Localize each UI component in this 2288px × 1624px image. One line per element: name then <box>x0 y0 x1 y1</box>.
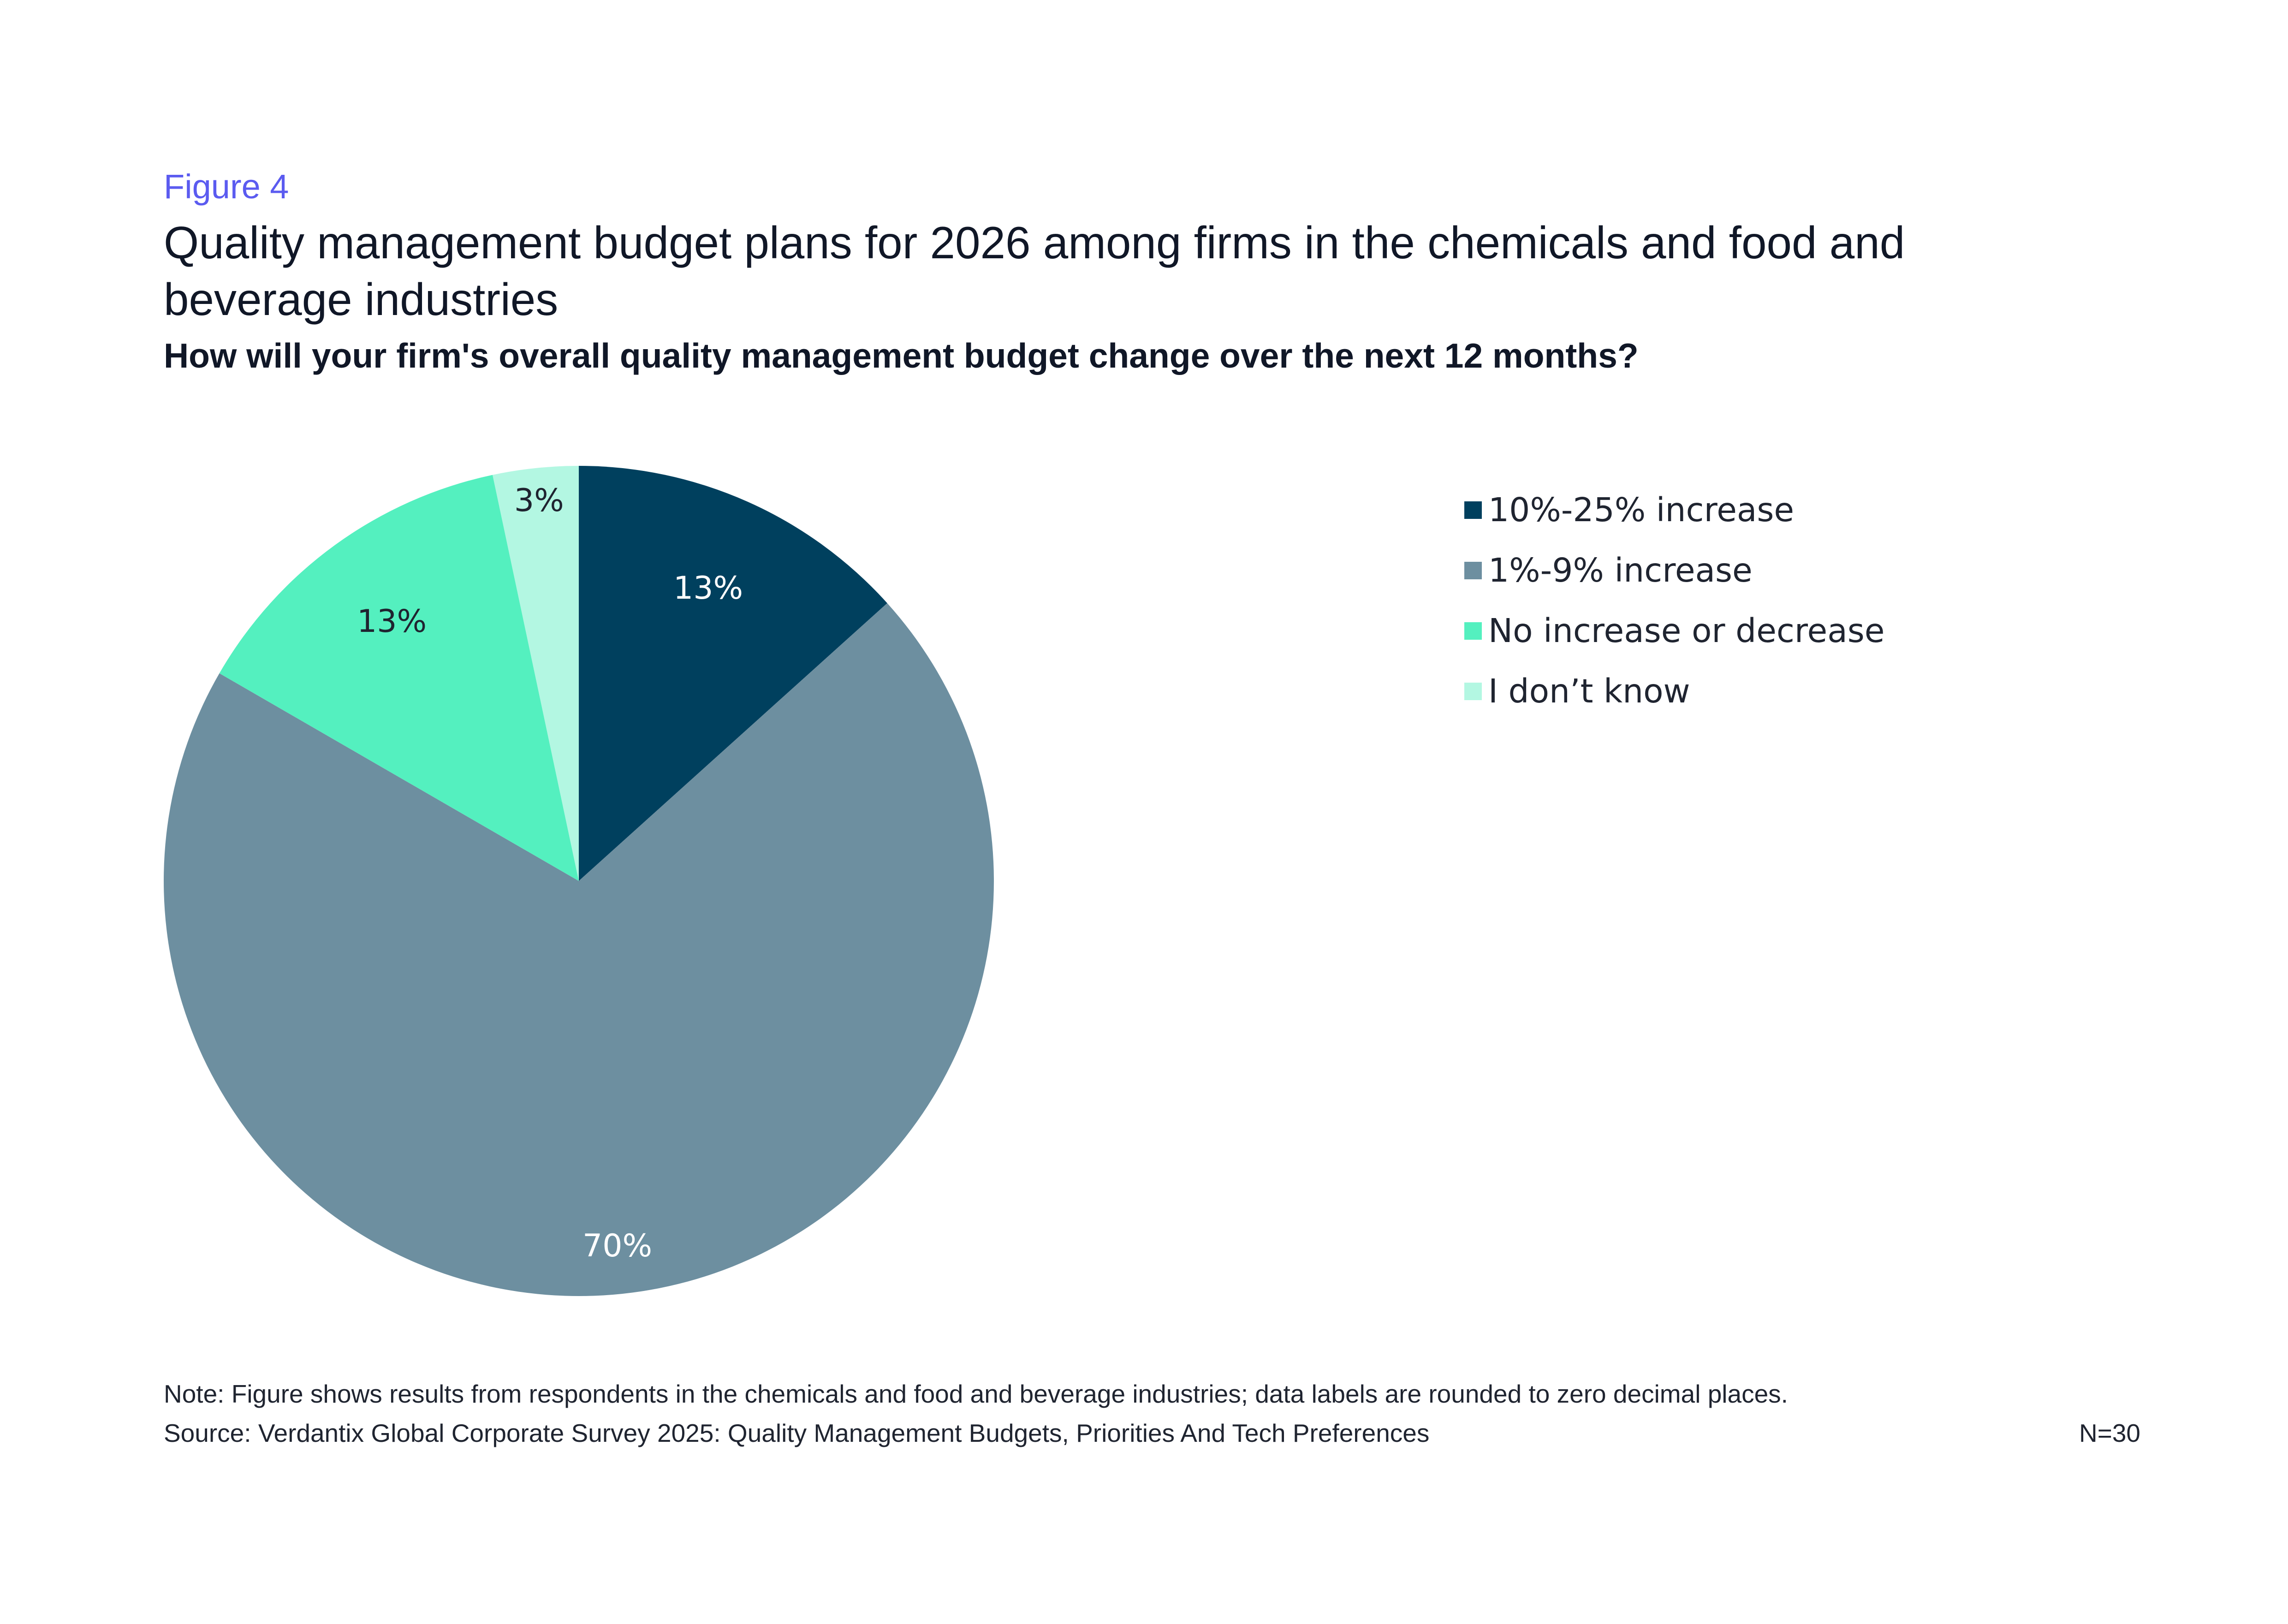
slice-no-change <box>219 475 579 881</box>
legend-swatch-icon <box>1464 501 1482 519</box>
sample-size: N=30 <box>2079 1419 2140 1447</box>
legend-item: 10%-25% increase <box>1464 480 1884 540</box>
slice-data-label: 13% <box>673 570 743 607</box>
legend-item: I don’t know <box>1464 661 1884 721</box>
slice-dont-know <box>493 466 579 881</box>
legend-label: 10%-25% increase <box>1488 491 1795 529</box>
legend-swatch-icon <box>1464 622 1482 640</box>
chart-note: Note: Figure shows results from responde… <box>164 1380 1788 1408</box>
legend-item: No increase or decrease <box>1464 601 1884 661</box>
legend-swatch-icon <box>1464 561 1482 579</box>
chart-source: Source: Verdantix Global Corporate Surve… <box>164 1419 1430 1447</box>
slice-data-label: 13% <box>357 603 427 640</box>
legend-swatch-icon <box>1464 682 1482 700</box>
chart-question: How will your firm's overall quality man… <box>164 336 1639 375</box>
slice-10-25-increase <box>579 466 887 881</box>
chart-title: Quality management budget plans for 2026… <box>164 217 1905 325</box>
legend-label: 1%-9% increase <box>1488 551 1753 589</box>
legend-label: No increase or decrease <box>1488 612 1885 650</box>
slice-1-9-increase <box>164 603 994 1296</box>
slice-data-label: 70% <box>582 1228 652 1264</box>
legend-label: I don’t know <box>1488 672 1690 710</box>
chart-legend: 10%-25% increase 1%-9% increase No incre… <box>1464 480 1884 721</box>
legend-item: 1%-9% increase <box>1464 540 1884 601</box>
slice-data-label: 3% <box>514 482 564 519</box>
figure-number: Figure 4 <box>164 167 289 206</box>
